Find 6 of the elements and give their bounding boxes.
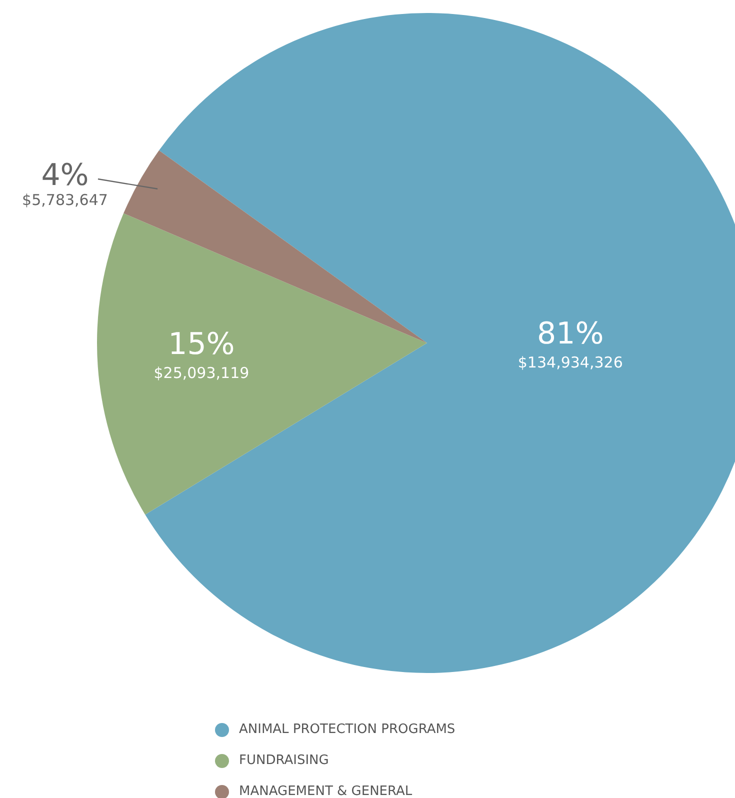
legend-label: FUNDRAISING (239, 753, 329, 768)
legend-label: ANIMAL PROTECTION PROGRAMS (239, 722, 456, 737)
data-label: 81% $134,934,326 (518, 316, 623, 372)
legend-label: MANAGEMENT & GENERAL (239, 784, 412, 798)
data-label: 4% $5,783,647 (22, 158, 108, 209)
data-label: 15% $25,093,119 (154, 326, 250, 382)
